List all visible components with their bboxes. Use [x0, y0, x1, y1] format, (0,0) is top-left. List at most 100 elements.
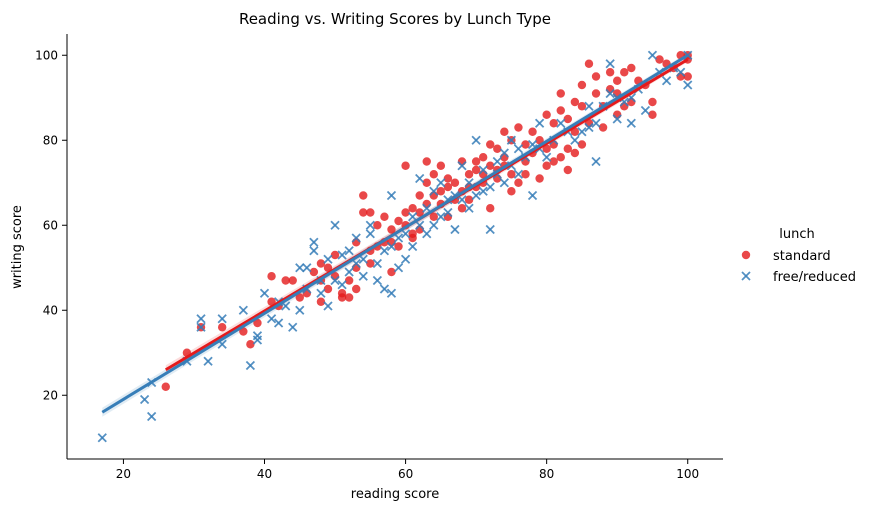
data-point-standard	[620, 102, 629, 111]
x-tick-label: 40	[257, 467, 272, 481]
data-point-standard	[352, 238, 361, 247]
data-point-standard	[556, 89, 565, 98]
y-tick-label: 40	[43, 303, 58, 317]
data-point-free-reduced	[605, 88, 615, 99]
data-point-free-reduced	[323, 301, 333, 311]
data-point-standard	[457, 157, 467, 166]
data-point-free-reduced	[147, 411, 157, 422]
data-point-standard	[620, 68, 629, 77]
data-point-standard	[366, 208, 375, 217]
x-tick-label: 80	[539, 467, 554, 481]
data-point-standard	[535, 136, 544, 145]
data-point-free-reduced	[245, 360, 256, 371]
data-point-standard	[549, 157, 558, 166]
data-point-standard	[612, 76, 622, 85]
data-point-standard	[415, 191, 424, 200]
data-point-standard	[422, 199, 431, 209]
legend: lunch standard free/reduced	[741, 227, 856, 285]
data-point-free-reduced	[661, 76, 672, 86]
data-point-standard	[387, 267, 396, 277]
data-point-free-reduced	[422, 229, 432, 239]
data-point-standard	[478, 153, 488, 162]
data-point-free-reduced	[542, 152, 552, 162]
data-point-standard	[309, 267, 319, 277]
legend-marker-free-reduced	[741, 271, 751, 281]
data-point-standard	[288, 276, 297, 285]
data-point-free-reduced	[372, 258, 383, 269]
data-point-free-reduced	[464, 203, 474, 213]
data-point-free-reduced	[365, 220, 375, 230]
data-point-standard	[591, 89, 601, 98]
data-point-standard	[161, 382, 170, 391]
data-point-standard	[359, 191, 368, 200]
data-point-standard	[323, 263, 333, 272]
x-tick-label: 20	[116, 467, 131, 481]
data-point-free-reduced	[238, 305, 248, 315]
x-tick-label: 100	[676, 467, 699, 481]
axis-ticks: 20 40 60 80 100 20 40 60 80 100	[35, 48, 699, 481]
data-point-standard	[253, 318, 262, 328]
data-point-standard	[408, 204, 417, 213]
data-point-free-reduced	[196, 314, 206, 324]
data-point-standard	[457, 204, 467, 213]
data-point-free-reduced	[295, 305, 305, 315]
data-point-free-reduced	[295, 263, 305, 273]
data-point-standard	[415, 208, 424, 217]
data-point-standard	[542, 161, 551, 170]
regression-line-free-reduced	[101, 53, 689, 414]
data-point-free-reduced	[330, 275, 340, 286]
data-point-standard	[422, 157, 431, 166]
data-point-free-reduced	[577, 127, 587, 137]
data-point-free-reduced	[393, 233, 404, 243]
data-point-standard	[542, 144, 551, 153]
data-point-free-reduced	[337, 250, 347, 260]
data-point-standard	[570, 127, 580, 136]
data-point-standard	[415, 225, 424, 234]
data-point-standard	[493, 144, 502, 153]
data-point-standard	[563, 144, 573, 153]
data-point-standard	[429, 191, 438, 200]
data-point-standard	[486, 204, 495, 213]
data-point-standard	[464, 170, 474, 179]
data-point-free-reduced	[400, 254, 411, 264]
data-point-free-reduced	[605, 59, 615, 69]
data-point-standard	[605, 85, 615, 94]
data-point-standard	[549, 119, 558, 128]
data-point-free-reduced	[196, 322, 206, 332]
data-point-free-reduced	[584, 122, 594, 133]
data-point-standard	[429, 170, 438, 179]
data-point-standard	[344, 293, 354, 302]
data-point-free-reduced	[358, 271, 368, 281]
data-point-standard	[422, 178, 431, 187]
data-point-standard	[486, 140, 495, 149]
data-point-standard	[627, 63, 636, 73]
data-point-free-reduced	[457, 195, 467, 205]
data-point-standard	[514, 123, 523, 132]
x-axis-label: reading score	[351, 487, 439, 502]
data-point-free-reduced	[471, 190, 481, 201]
data-point-free-reduced	[386, 190, 397, 201]
data-point-standard	[267, 272, 276, 281]
data-point-free-reduced	[379, 284, 390, 294]
data-point-free-reduced	[203, 356, 213, 366]
data-point-standard	[563, 114, 573, 124]
data-point-standard	[648, 110, 657, 119]
data-point-standard	[394, 216, 403, 226]
data-point-free-reduced	[288, 322, 298, 332]
chart-title: Reading vs. Writing Scores by Lunch Type	[239, 10, 551, 28]
data-point-standard	[521, 170, 530, 179]
data-point-standard	[295, 293, 304, 302]
data-point-standard	[486, 161, 495, 170]
data-point-standard	[408, 233, 417, 243]
data-point-standard	[330, 250, 340, 260]
y-tick-label: 100	[35, 48, 58, 62]
data-point-free-reduced	[365, 229, 375, 239]
y-axis-label: writing score	[10, 205, 25, 289]
x-tick-label: 60	[398, 467, 413, 481]
data-point-free-reduced	[393, 263, 404, 273]
data-point-free-reduced	[386, 241, 397, 252]
data-point-free-reduced	[485, 224, 495, 235]
data-point-free-reduced	[513, 144, 524, 154]
data-point-free-reduced	[422, 203, 432, 213]
data-point-standard	[464, 195, 474, 204]
